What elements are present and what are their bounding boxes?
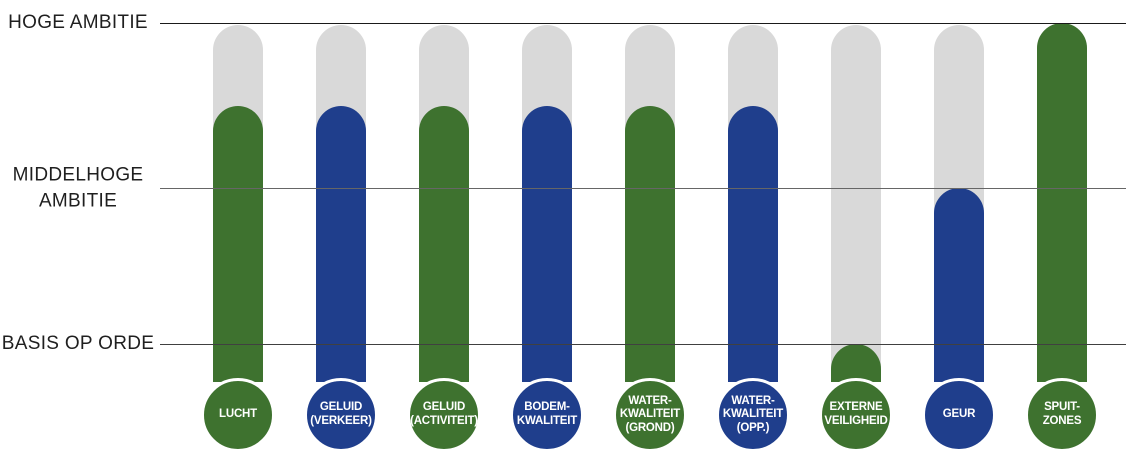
gridline-middelhoge-ambitie bbox=[160, 188, 1126, 189]
axis-label-basis-op-orde: BASIS OP ORDE bbox=[0, 331, 156, 357]
category-circle-geur: GEUR bbox=[922, 378, 996, 452]
bar-fill-water-kwaliteit-grond bbox=[625, 105, 675, 382]
category-label-line: ZONES bbox=[1042, 415, 1082, 427]
bar-fill-water-kwaliteit-opp bbox=[728, 105, 778, 382]
category-circle-externe-veiligheid: EXTERNE VEILIGHEID bbox=[819, 378, 893, 452]
category-circle-geluid-verkeer: GELUID (VERKEER) bbox=[304, 378, 378, 452]
bar-fill-lucht bbox=[213, 105, 263, 382]
category-label-line: (VERKEER) bbox=[310, 415, 372, 427]
category-label-line: WATER- bbox=[731, 394, 775, 407]
gridline-basis-op-orde bbox=[160, 344, 1126, 345]
axis-label-line: MIDDELHOGE bbox=[12, 164, 144, 186]
category-label-line: WATER- bbox=[628, 394, 672, 407]
category-circle-spuit-zones: SPUIT- ZONES bbox=[1025, 378, 1099, 452]
category-label-line: KWALITEIT bbox=[516, 415, 578, 427]
category-label-line: LUCHT bbox=[219, 408, 257, 421]
bar-track-externe-veiligheid bbox=[831, 25, 881, 382]
axis-label-middelhoge-ambitie: MIDDELHOGE AMBITIE bbox=[0, 162, 156, 213]
category-label-line: BODEM- bbox=[524, 401, 570, 414]
category-label-line: GELUID bbox=[319, 401, 363, 414]
bar-fill-spuit-zones bbox=[1037, 23, 1087, 382]
category-label-line: KWALITEIT bbox=[619, 408, 681, 421]
category-label-line: VEILIGHEID bbox=[824, 415, 888, 427]
bar-fill-bodem-kwaliteit bbox=[522, 105, 572, 382]
axis-label-line: AMBITIE bbox=[38, 190, 118, 211]
axis-label-line: BASIS OP ORDE bbox=[1, 333, 155, 355]
category-circle-water-kwaliteit-grond: WATER- KWALITEIT (GROND) bbox=[613, 378, 687, 452]
axis-label-line: HOGE AMBITIE bbox=[8, 12, 148, 34]
bar-fill-geluid-verkeer bbox=[316, 105, 366, 382]
bar-fill-externe-veiligheid bbox=[831, 344, 881, 382]
category-label-line: GEUR bbox=[942, 408, 976, 421]
category-label-line: KWALITEIT bbox=[722, 408, 784, 421]
category-label-line: SPUIT- bbox=[1044, 401, 1080, 414]
gridline-hoge-ambitie bbox=[160, 23, 1126, 24]
bar-fill-geur bbox=[934, 188, 984, 382]
category-label-line: (ACTIVITEIT) bbox=[410, 415, 478, 427]
category-circle-lucht: LUCHT bbox=[201, 378, 275, 452]
category-circle-geluid-activiteit: GELUID (ACTIVITEIT) bbox=[407, 378, 481, 452]
category-circle-bodem-kwaliteit: BODEM- KWALITEIT bbox=[510, 378, 584, 452]
category-circle-water-kwaliteit-opp: WATER- KWALITEIT (OPP.) bbox=[716, 378, 790, 452]
category-label-line: (OPP.) bbox=[736, 421, 770, 434]
category-label-line: (GROND) bbox=[625, 421, 675, 434]
category-label-line: GELUID bbox=[422, 401, 466, 414]
bar-fill-geluid-activiteit bbox=[419, 105, 469, 382]
category-label-line: EXTERNE bbox=[829, 401, 883, 414]
axis-label-hoge-ambitie: HOGE AMBITIE bbox=[0, 10, 156, 36]
